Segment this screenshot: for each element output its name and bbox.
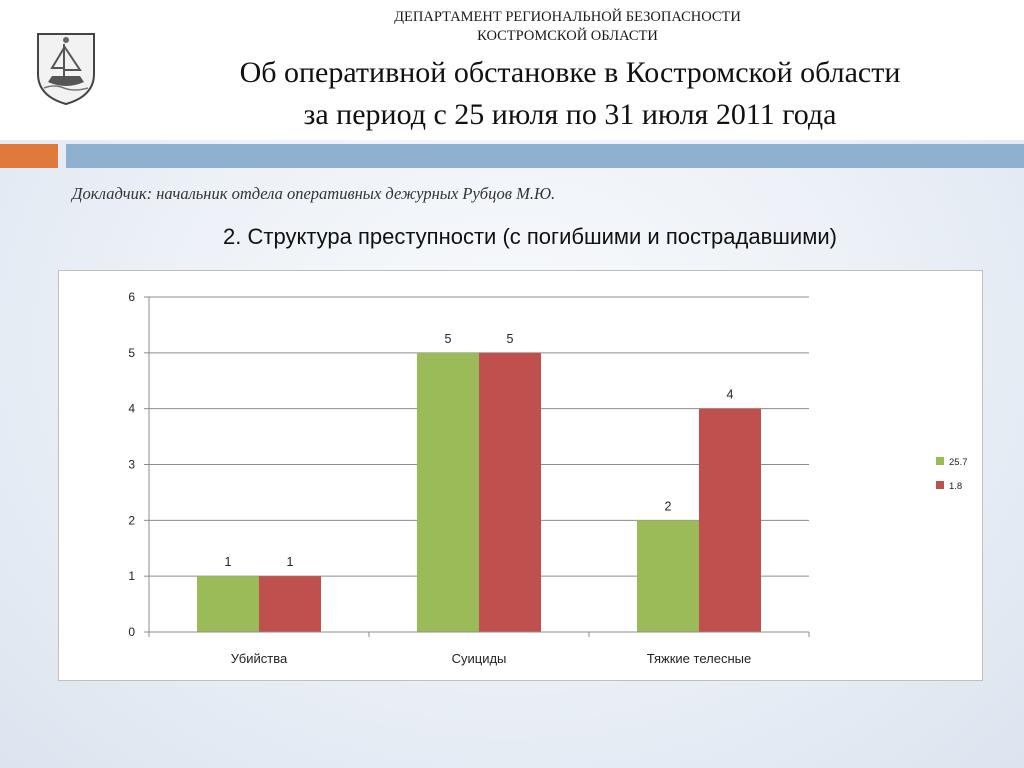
data-label: 5 [507, 332, 514, 346]
category-label: Тяжкие телесные [647, 651, 751, 666]
header: ДЕПАРТАМЕНТ РЕГИОНАЛЬНОЙ БЕЗОПАСНОСТИ КО… [0, 0, 1024, 140]
blue-accent-bar [66, 144, 1024, 168]
legend-swatch-1 [936, 457, 944, 465]
data-label: 5 [445, 332, 452, 346]
y-tick-label: 5 [128, 346, 135, 360]
slide-title: Об оперативной обстановке в Костромской … [160, 52, 980, 136]
chart-panel: 0 1 2 3 4 5 6 1 1 Убийства 5 5 Суициды 2 4 Тяжкие телес… [58, 270, 983, 681]
data-label: 1 [287, 555, 294, 569]
y-tick-label: 4 [128, 402, 135, 416]
y-tick-label: 1 [128, 569, 135, 583]
category-label: Убийства [231, 651, 288, 666]
y-tick-label: 0 [128, 625, 135, 639]
bar-2-1 [259, 576, 321, 632]
data-label: 2 [665, 499, 672, 513]
y-tick-label: 6 [128, 290, 135, 304]
presenter-line: Докладчик: начальник отдела оперативных … [72, 184, 556, 203]
legend-label-1: 25.7 [949, 457, 968, 468]
legend-label-2: 1.8 [949, 481, 962, 492]
legend-swatch-2 [936, 481, 944, 489]
data-label: 1 [225, 555, 232, 569]
chart-subtitle: 2. Структура преступности (с погибшими и… [223, 224, 837, 249]
category-label: Суициды [452, 651, 507, 666]
bar-2-2 [479, 352, 541, 632]
title-line-2: за период с 25 июля по 31 июля 2011 года [303, 98, 837, 131]
coat-of-arms-icon [37, 33, 95, 106]
y-tick-label: 3 [128, 458, 135, 472]
bar-chart: 0 1 2 3 4 5 6 1 1 Убийства 5 5 Суициды 2 4 Тяжкие телес… [128, 290, 968, 666]
bar-2-3 [699, 408, 761, 632]
orange-accent-bar [0, 144, 58, 168]
department-line-1: ДЕПАРТАМЕНТ РЕГИОНАЛЬНОЙ БЕЗОПАСНОСТИ [394, 9, 741, 25]
bar-1-3 [637, 520, 699, 632]
y-tick-label: 2 [128, 513, 135, 527]
department-name: ДЕПАРТАМЕНТ РЕГИОНАЛЬНОЙ БЕЗОПАСНОСТИ КО… [260, 8, 875, 46]
bar-1-1 [197, 576, 259, 632]
bar-1-2 [417, 352, 479, 632]
data-label: 4 [727, 388, 734, 402]
department-line-2: КОСТРОМСКОЙ ОБЛАСТИ [477, 28, 658, 44]
title-line-1: Об оперативной обстановке в Костромской … [239, 56, 901, 89]
